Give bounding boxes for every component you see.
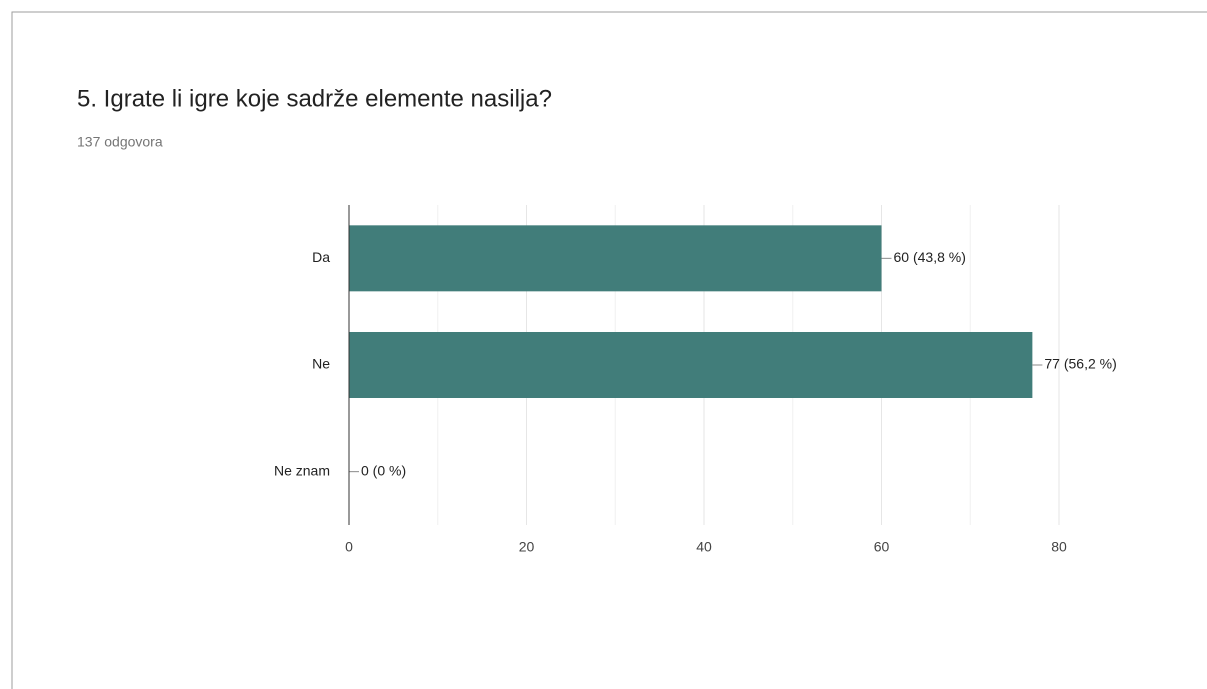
- x-tick-label: 0: [345, 539, 353, 555]
- y-tick-label: Ne: [312, 356, 330, 372]
- bar: [349, 225, 882, 292]
- x-tick-label: 20: [519, 539, 535, 555]
- bar: [349, 332, 1033, 398]
- card-border: [11, 11, 1207, 689]
- x-tick-label: 40: [696, 539, 712, 555]
- y-tick-label: Da: [312, 249, 330, 265]
- chart-subtitle: 137 odgovora: [77, 134, 163, 150]
- chart-title: 5. Igrate li igre koje sadrže elemente n…: [77, 85, 552, 112]
- value-label: 77 (56,2 %): [1044, 356, 1116, 372]
- x-tick-label: 80: [1051, 539, 1067, 555]
- y-tick-label: Ne znam: [274, 462, 330, 478]
- value-label: 60 (43,8 %): [894, 249, 966, 265]
- value-label: 0 (0 %): [361, 462, 406, 478]
- x-tick-label: 60: [874, 539, 890, 555]
